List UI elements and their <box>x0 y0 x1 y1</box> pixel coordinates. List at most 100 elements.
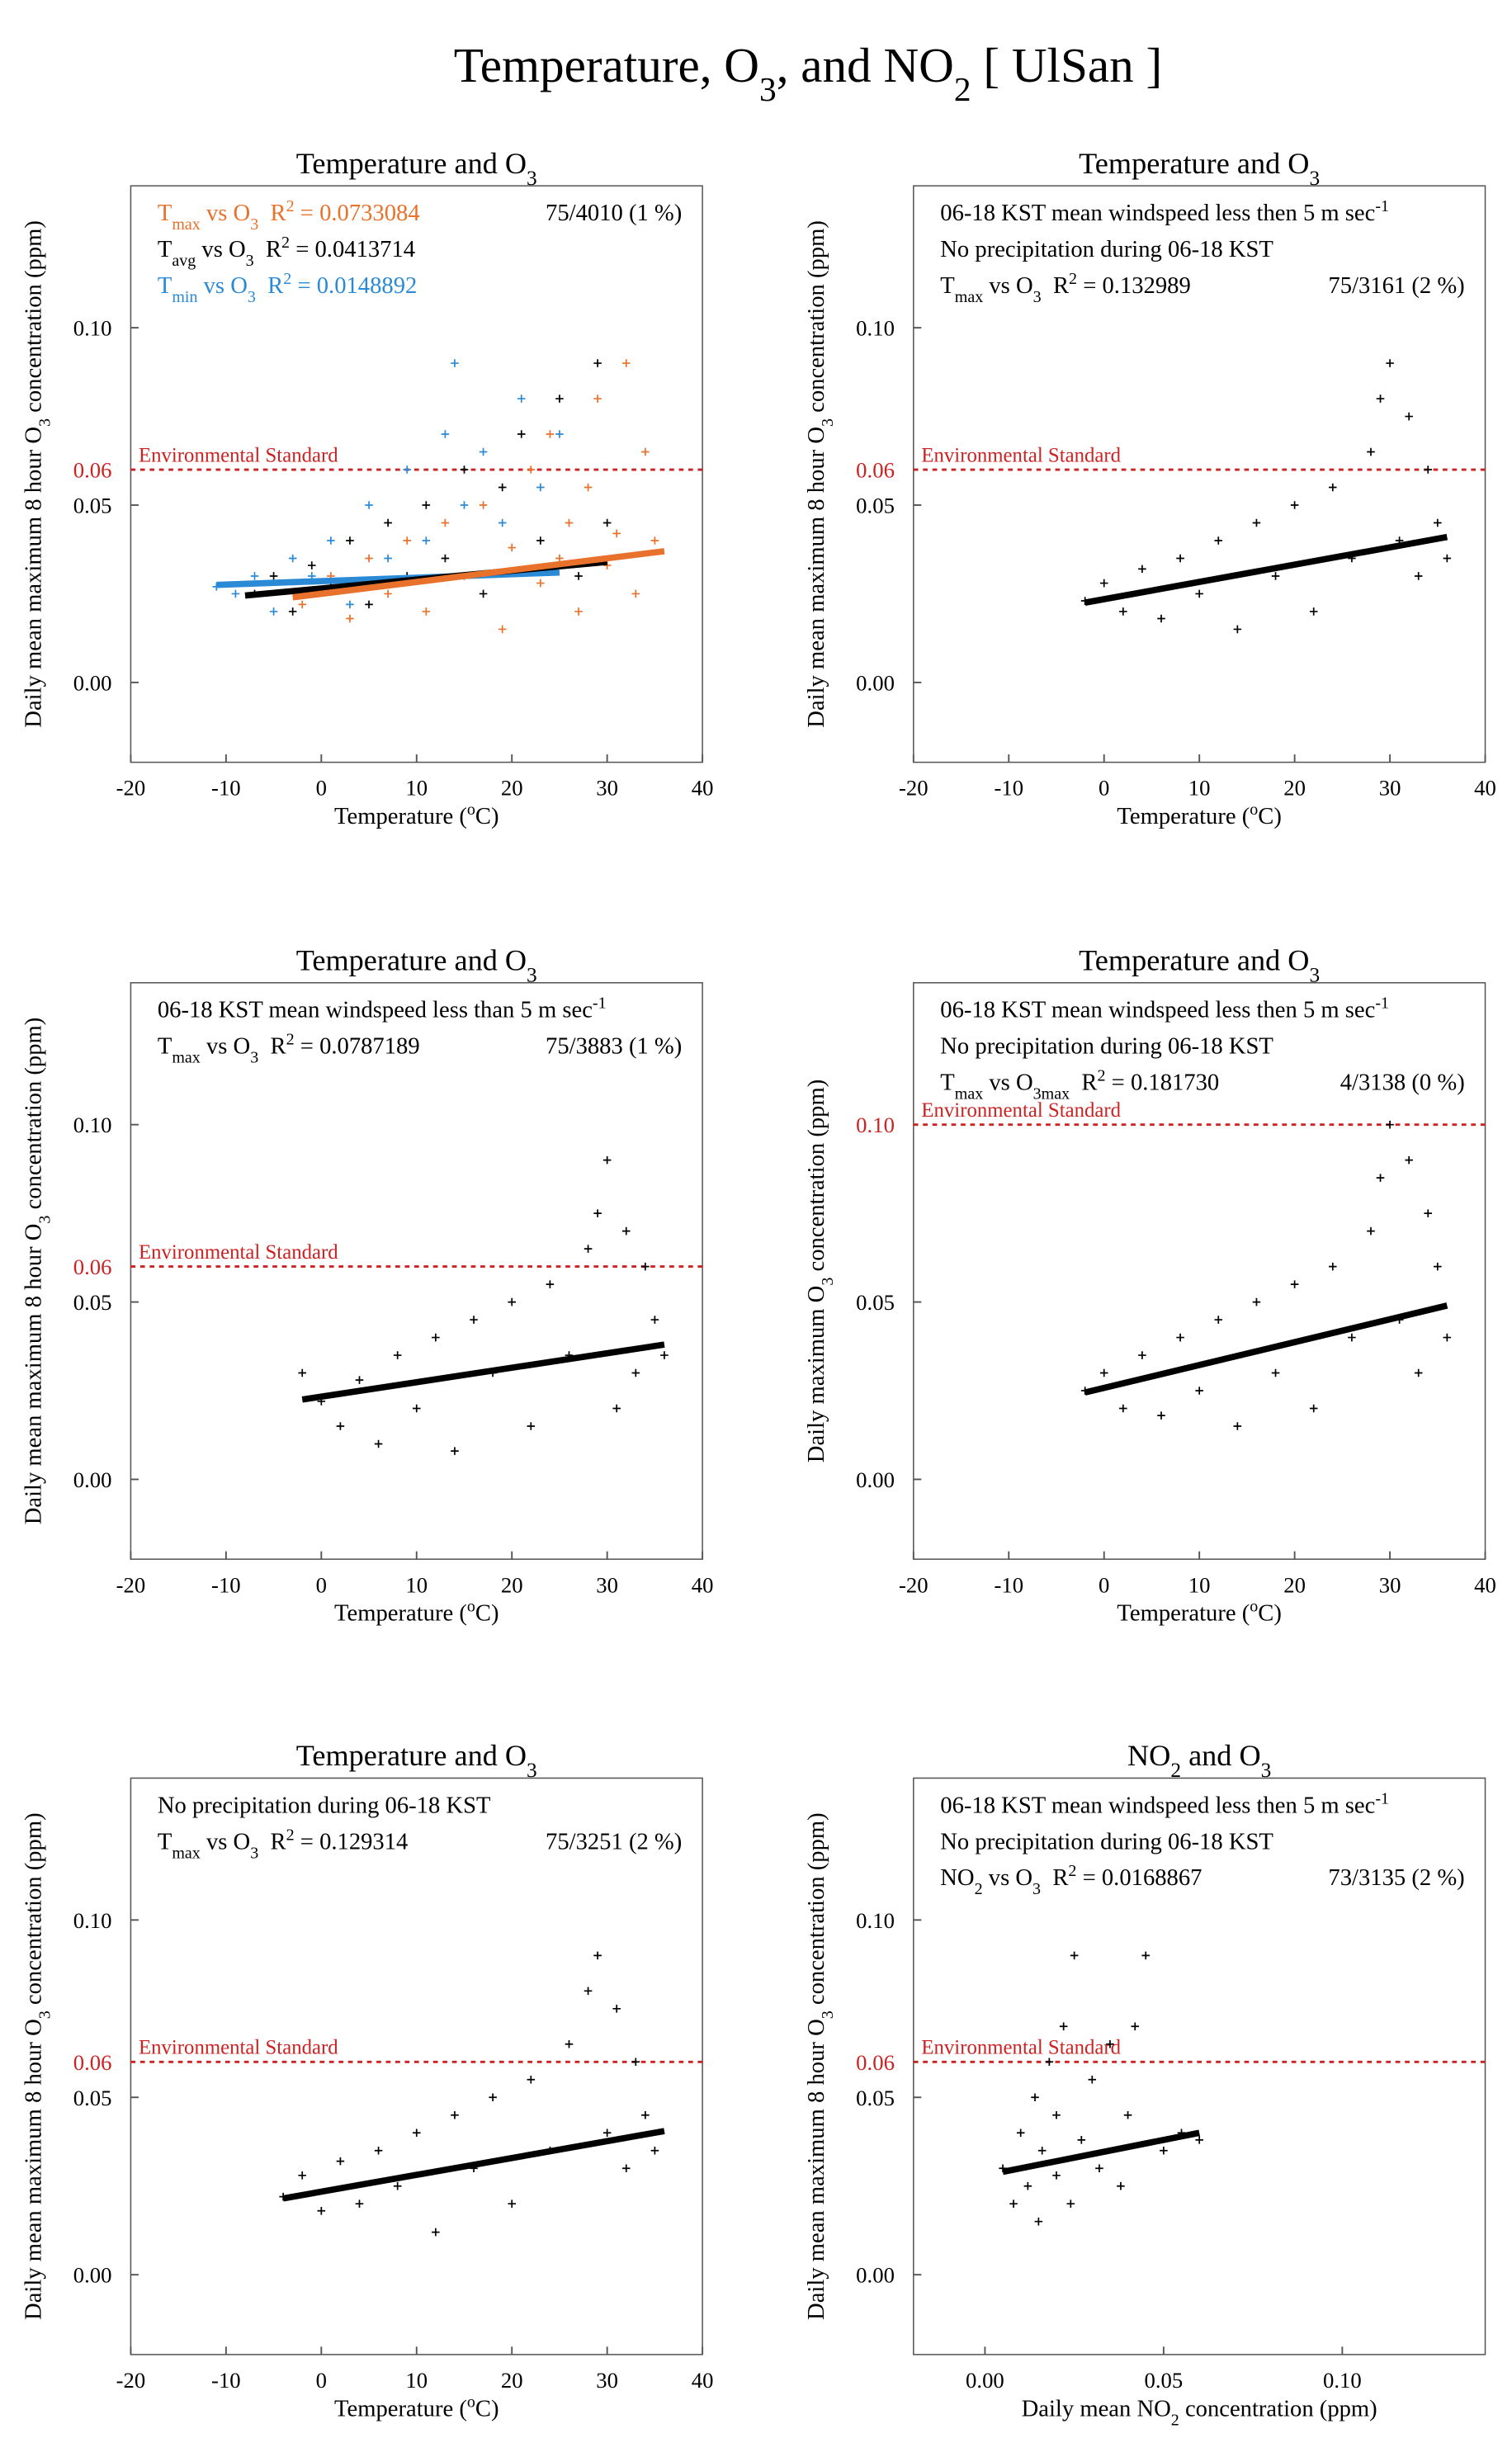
annotation: Tmax vs O3 R2 = 0.132989 <box>940 270 1191 306</box>
y-axis-label-part: concentration (ppm) <box>21 220 47 418</box>
annotation-part: = 0.132989 <box>1077 272 1191 299</box>
annotation-part: R <box>1070 1070 1098 1096</box>
data-point <box>1233 625 1242 634</box>
data-point <box>546 430 555 438</box>
annotation-part: 2 <box>1097 1067 1105 1085</box>
y-axis-label-part: Daily mean maximum 8 hour O <box>21 427 47 728</box>
x-tick-label: -10 <box>211 776 241 801</box>
data-point <box>621 359 631 367</box>
y-axis-label-part: 3 <box>36 2010 54 2019</box>
x-tick-label: 0.00 <box>966 2368 1004 2393</box>
annotation-part: No precipitation during 06-18 KST <box>940 1033 1273 1060</box>
y-axis-label-part: concentration (ppm) <box>803 1812 829 2010</box>
data-point <box>517 430 526 438</box>
annotation-count: 75/3251 (2 %) <box>546 1828 682 1854</box>
y-tick-label: 0.10 <box>856 316 895 341</box>
data-point <box>1290 501 1299 509</box>
fit-line <box>301 1341 665 1403</box>
data-point <box>631 1368 640 1377</box>
annotation-part: No precipitation during 06-18 KST <box>940 1828 1273 1854</box>
annotation-part: = 0.0168867 <box>1076 1864 1202 1891</box>
annotation-part: 3max <box>1033 1085 1070 1103</box>
data-point <box>441 554 450 563</box>
data-point <box>460 465 469 474</box>
x-axis-label-part: Temperature ( <box>334 2395 467 2421</box>
annotation-count: 73/3135 (2 %) <box>1328 1864 1464 1891</box>
x-axis-label-part: o <box>1250 1598 1258 1616</box>
data-point <box>602 1155 612 1165</box>
annotation-part: 2 <box>1068 1862 1076 1880</box>
data-point <box>346 536 354 545</box>
data-point <box>374 1439 383 1448</box>
data-point <box>1045 2058 1054 2067</box>
data-point <box>1309 1404 1318 1413</box>
data-point <box>508 2199 516 2208</box>
annotation: Tmax vs O3max R2 = 0.181730 <box>940 1067 1219 1103</box>
annotation: No precipitation during 06-18 KST <box>940 1828 1273 1854</box>
data-point <box>422 536 431 545</box>
data-point <box>555 430 564 438</box>
data-point <box>355 1376 364 1384</box>
data-point <box>527 2076 536 2084</box>
data-point <box>1176 1333 1184 1342</box>
x-axis-label-part: 2 <box>1171 2411 1179 2429</box>
annotation-part: 3 <box>246 252 254 270</box>
annotation-part: R <box>256 272 284 299</box>
annotation: No precipitation during 06-18 KST <box>940 1033 1273 1060</box>
data-point <box>1329 1262 1337 1271</box>
data-point <box>1434 1262 1442 1271</box>
x-axis-label: Daily mean NO2 concentration (ppm) <box>1022 2395 1377 2429</box>
data-point <box>346 600 354 609</box>
y-tick-label: 0.00 <box>73 670 112 695</box>
annotation-part: -1 <box>593 995 607 1013</box>
data-point <box>1271 572 1280 580</box>
data-point <box>1099 1368 1108 1377</box>
x-tick-label: 0 <box>316 776 327 801</box>
fit-line <box>1002 2129 1200 2176</box>
data-point <box>489 2093 497 2102</box>
panel-title-part: Temperature and O <box>1079 943 1309 976</box>
y-axis-label-part: 3 <box>36 418 54 427</box>
x-tick-label: 0 <box>1099 1572 1109 1597</box>
figure-title-part: Temperature, O <box>454 38 759 92</box>
standard-tick-label: 0.06 <box>73 458 112 483</box>
data-point <box>631 2058 640 2067</box>
panel-title: Temperature and O3 <box>1079 943 1320 986</box>
standard-tick-label: 0.06 <box>856 2050 895 2075</box>
annotation-part: 2 <box>975 1880 983 1898</box>
annotation-part: R <box>254 236 282 262</box>
data-point <box>498 483 507 492</box>
data-point <box>1176 554 1184 563</box>
data-point <box>1131 2022 1140 2031</box>
data-point <box>451 1447 459 1455</box>
annotation-part: T <box>158 236 172 262</box>
annotation-part: min <box>172 288 197 306</box>
y-tick-label: 0.10 <box>73 1908 112 1933</box>
x-tick-label: 0 <box>316 1572 327 1597</box>
annotation-part: vs O <box>983 1864 1032 1891</box>
data-point <box>269 607 278 616</box>
data-point <box>1077 2136 1086 2144</box>
data-point <box>593 1209 602 1217</box>
data-point <box>412 1404 421 1413</box>
data-point <box>441 430 450 438</box>
x-axis-label-part: Temperature ( <box>334 803 467 829</box>
data-point <box>250 572 259 580</box>
data-point <box>1099 579 1108 588</box>
figure-title-part: 3 <box>759 70 777 108</box>
fit-line <box>292 548 665 601</box>
data-point <box>602 518 612 527</box>
x-axis-label-part: Temperature ( <box>1117 1600 1250 1627</box>
x-axis-label-part: o <box>467 801 475 819</box>
data-point <box>555 554 564 563</box>
x-axis-label-part: o <box>467 2393 475 2411</box>
data-point <box>1070 1951 1079 1960</box>
data-point <box>384 518 392 527</box>
annotation: NO2 vs O3 R2 = 0.0168867 <box>940 1862 1202 1898</box>
annotation-part: 3 <box>250 1844 258 1862</box>
x-axis-label: Temperature (oC) <box>334 801 498 829</box>
y-axis-label-part: concentration (ppm) <box>803 220 829 418</box>
data-point <box>231 589 240 598</box>
data-point <box>1059 2022 1068 2031</box>
x-tick-label: 10 <box>405 2368 428 2393</box>
